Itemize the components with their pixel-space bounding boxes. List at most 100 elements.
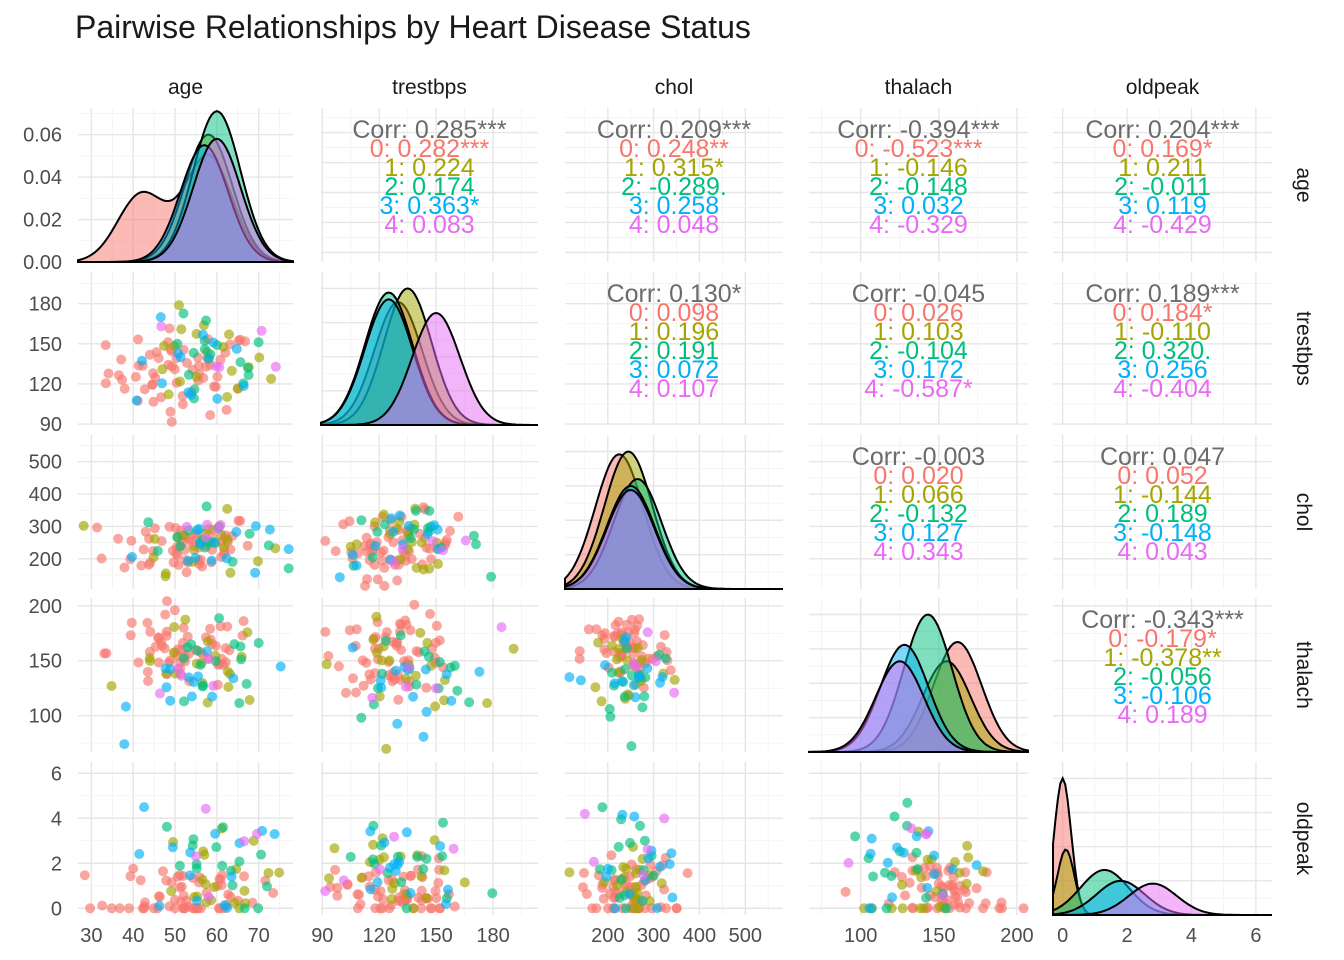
scatter-point-group-1 [244, 695, 255, 705]
scatter-point-group-3 [630, 692, 641, 703]
scatter-point-group-1 [644, 896, 655, 906]
panel-thalach-chol [565, 598, 783, 752]
scatter-point-group-4 [669, 687, 680, 698]
scatter-point-group-3 [334, 572, 345, 583]
scatter-point-group-3 [394, 510, 405, 521]
x-tick-label: 120 [363, 925, 396, 947]
scatter-point-group-4 [400, 681, 411, 692]
scatter-point-group-3 [898, 847, 909, 858]
scatter-point-group-0 [1018, 903, 1029, 914]
x-tick-label: 30 [80, 925, 102, 947]
correlation-group-4: 4: 0.048 [629, 211, 719, 239]
panel-oldpeak-chol [565, 762, 783, 915]
scatter-point-group-0 [425, 609, 436, 619]
scatter-point-group-2 [619, 691, 630, 702]
scatter-point-group-3 [165, 695, 176, 706]
scatter-point-group-4 [212, 523, 223, 534]
scatter-point-group-0 [375, 903, 386, 914]
scatter-point-group-0 [143, 559, 154, 570]
scatter-point-group-3 [432, 524, 443, 535]
scatter-point-group-1 [321, 659, 332, 670]
row-label-trestbps: trestbps [1292, 311, 1315, 386]
correlation-group-3: 3: -0.148 [1113, 519, 1212, 547]
scatter-point-group-4 [428, 536, 438, 547]
scatter-point-group-2 [471, 539, 481, 550]
scatter-point-group-0 [177, 399, 188, 410]
correlation-group-4: 4: 0.343 [873, 538, 963, 566]
scatter-point-group-3 [131, 395, 142, 406]
scatter-point-group-0 [142, 617, 153, 628]
scatter-point-group-1 [669, 674, 680, 685]
scatter-point-group-2 [921, 892, 931, 903]
scatter-point-group-1 [416, 537, 427, 548]
scatter-point-group-0 [217, 870, 228, 880]
scatter-point-group-3 [418, 731, 429, 742]
scatter-point-group-3 [157, 378, 167, 389]
scatter-point-group-0 [149, 523, 160, 534]
scatter-point-group-3 [629, 811, 640, 822]
scatter-point-group-2 [214, 613, 225, 624]
scatter-point-group-0 [320, 536, 331, 546]
scatter-point-group-3 [275, 661, 286, 672]
scatter-point-group-0 [79, 870, 90, 881]
scatter-point-group-4 [202, 519, 213, 530]
scatter-point-group-0 [960, 887, 971, 898]
scatter-point-group-2 [201, 501, 212, 512]
scatter-point-group-2 [614, 893, 625, 903]
scatter-point-group-3 [221, 553, 232, 564]
scatter-point-group-0 [949, 885, 960, 896]
scatter-point-group-3 [390, 665, 401, 676]
scatter-point-group-1 [978, 866, 989, 877]
scatter-point-group-0 [166, 877, 177, 888]
correlation-group-2: 2: 0.189 [1117, 500, 1207, 528]
scatter-point-group-0 [352, 889, 363, 900]
scatter-point-group-2 [616, 874, 627, 885]
correlation-group-2: 2: -0.289. [621, 173, 727, 201]
scatter-point-group-2 [183, 369, 194, 380]
scatter-point-group-3 [283, 544, 294, 555]
column-label-oldpeak: oldpeak [1126, 76, 1200, 99]
correlation-total: Corr: 0.209*** [597, 116, 752, 144]
scatter-point-group-1 [459, 877, 470, 888]
scatter-point-group-3 [134, 849, 145, 859]
scatter-point-group-3 [347, 550, 358, 560]
scatter-point-group-1 [226, 365, 237, 376]
panel-grid: age trestbps chol thalach oldpeak age trestbps… [23, 76, 1315, 947]
scatter-point-group-1 [222, 503, 233, 514]
x-tick-label: 500 [729, 925, 762, 947]
scatter-point-group-0 [434, 635, 445, 646]
y-tick-label: 90 [40, 414, 62, 436]
panel-trestbps-chol [565, 272, 783, 425]
correlation-group-2: 2: -0.011 [1114, 173, 1211, 201]
scatter-point-group-0 [181, 567, 192, 578]
scatter-point-group-3 [372, 877, 383, 888]
y-tick-label: 150 [29, 334, 62, 356]
correlation-group-3: 3: 0.256 [1117, 356, 1207, 384]
scatter-point-group-1 [180, 614, 191, 625]
scatter-point-group-1 [263, 868, 274, 878]
scatter-point-group-0 [238, 616, 249, 627]
scatter-point-group-0 [169, 903, 180, 914]
scatter-point-group-0 [996, 897, 1007, 908]
scatter-point-group-1 [239, 885, 250, 896]
scatter-point-group-1 [508, 643, 519, 654]
scatter-point-group-0 [143, 676, 154, 687]
scatter-point-group-3 [155, 312, 166, 323]
scatter-point-group-2 [421, 853, 432, 864]
scatter-point-group-3 [657, 672, 668, 682]
scatter-point-group-0 [583, 624, 594, 635]
x-tick-label: 150 [922, 925, 955, 947]
x-tick-label: 60 [206, 925, 228, 947]
scatter-point-group-3 [420, 664, 431, 675]
scatter-point-group-1 [368, 634, 379, 645]
scatter-point-group-0 [192, 903, 203, 914]
scatter-point-group-2 [345, 851, 356, 862]
scatter-point-group-1 [433, 559, 443, 569]
scatter-point-group-3 [652, 903, 662, 914]
scatter-point-group-0 [449, 901, 460, 912]
scatter-point-group-2 [199, 344, 210, 355]
scatter-point-group-4 [200, 803, 211, 814]
scatter-point-group-2 [639, 835, 650, 846]
scatter-point-group-0 [178, 622, 189, 633]
scatter-point-group-2 [256, 849, 267, 860]
